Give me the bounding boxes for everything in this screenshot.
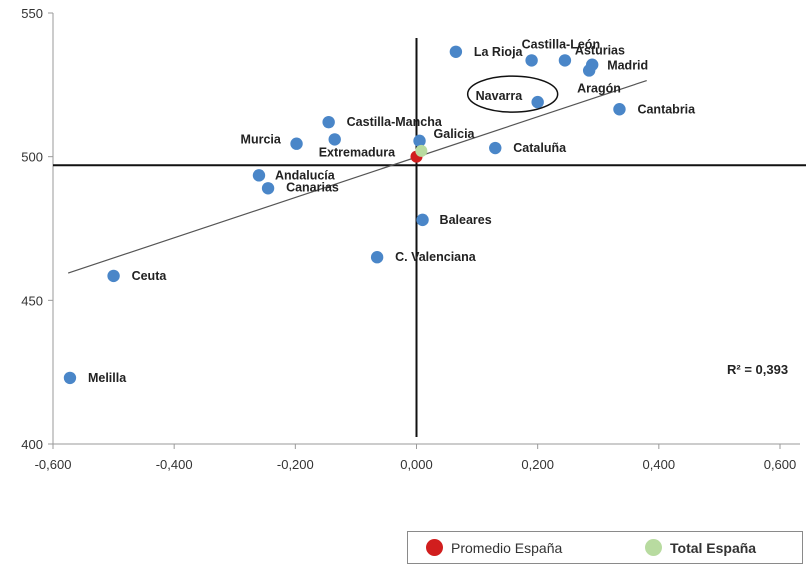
x-tick-label: 0,200 xyxy=(521,457,554,472)
point-castilla-león xyxy=(525,54,538,67)
label-melilla: Melilla xyxy=(88,371,127,385)
y-tick-label: 450 xyxy=(21,293,43,308)
plot-axes xyxy=(52,13,800,445)
label-la-rioja: La Rioja xyxy=(474,45,524,59)
highlight-ellipse xyxy=(466,75,559,113)
label-murcia: Murcia xyxy=(241,133,282,147)
legend-dot-promedio xyxy=(426,539,443,556)
point-baleares xyxy=(416,213,429,227)
x-tick-label: -0,400 xyxy=(156,457,193,472)
axis-ticks: 400 450 500 550 -0,600 -0,400 -0,200 0,000 0,200… xyxy=(21,6,796,472)
point-castilla-mancha xyxy=(322,115,335,129)
point-ceuta xyxy=(107,269,120,283)
data-points xyxy=(63,45,626,385)
point-c-valenciana xyxy=(370,251,384,264)
point-asturias xyxy=(558,54,572,67)
y-tick-label: 550 xyxy=(21,6,43,21)
point-cantabria xyxy=(613,103,626,116)
label-galicia: Galicia xyxy=(434,127,476,141)
regression-line xyxy=(67,79,647,274)
point-canarias xyxy=(261,182,275,195)
point-melilla xyxy=(63,371,77,385)
label-cantabria: Cantabria xyxy=(637,102,696,116)
label-navarra: Navarra xyxy=(476,89,524,103)
label-madrid: Madrid xyxy=(607,59,648,73)
point-extremadura xyxy=(328,133,341,146)
r-squared-label: R² = 0,393 xyxy=(727,362,788,377)
label-canarias: Canarias xyxy=(286,180,339,194)
x-tick-label: -0,200 xyxy=(277,457,314,472)
label-asturias: Asturias xyxy=(575,43,625,57)
legend-item-promedio: Promedio España xyxy=(426,532,562,563)
point-navarra xyxy=(531,95,544,109)
legend: Promedio España Total España xyxy=(407,531,803,564)
point-galicia xyxy=(413,134,426,148)
label-extremadura: Extremadura xyxy=(319,145,396,159)
point-murcia xyxy=(290,137,303,150)
point-cataluña xyxy=(489,141,502,155)
label-ceuta: Ceuta xyxy=(132,269,168,283)
point-la-rioja xyxy=(449,45,463,58)
y-tick-label: 400 xyxy=(21,437,43,452)
label-baleares: Baleares xyxy=(440,213,492,227)
point-total-españa xyxy=(415,144,428,157)
label-castilla-león: Castilla-León xyxy=(522,37,601,51)
label-castilla-mancha: Castilla-Mancha xyxy=(347,115,443,129)
reference-lines xyxy=(53,38,806,437)
label-cataluña: Cataluña xyxy=(513,141,567,155)
trendline xyxy=(67,79,647,274)
x-tick-label: 0,400 xyxy=(643,457,676,472)
x-tick-label: 0,000 xyxy=(400,457,433,472)
label-aragón: Aragón xyxy=(577,81,621,95)
label-c-valenciana: C. Valenciana xyxy=(395,250,477,264)
point-andaluc-a xyxy=(252,169,266,182)
legend-label-total: Total España xyxy=(670,539,757,556)
x-tick-label: 0,600 xyxy=(764,457,797,472)
x-tick-label: -0,600 xyxy=(35,457,72,472)
legend-dot-total xyxy=(645,539,662,556)
legend-label-promedio: Promedio España xyxy=(451,539,563,556)
legend-item-total: Total España xyxy=(645,532,756,563)
point-aragón xyxy=(582,64,596,77)
label-andaluc-a: Andalucía xyxy=(275,168,336,182)
y-tick-label: 500 xyxy=(21,150,43,165)
